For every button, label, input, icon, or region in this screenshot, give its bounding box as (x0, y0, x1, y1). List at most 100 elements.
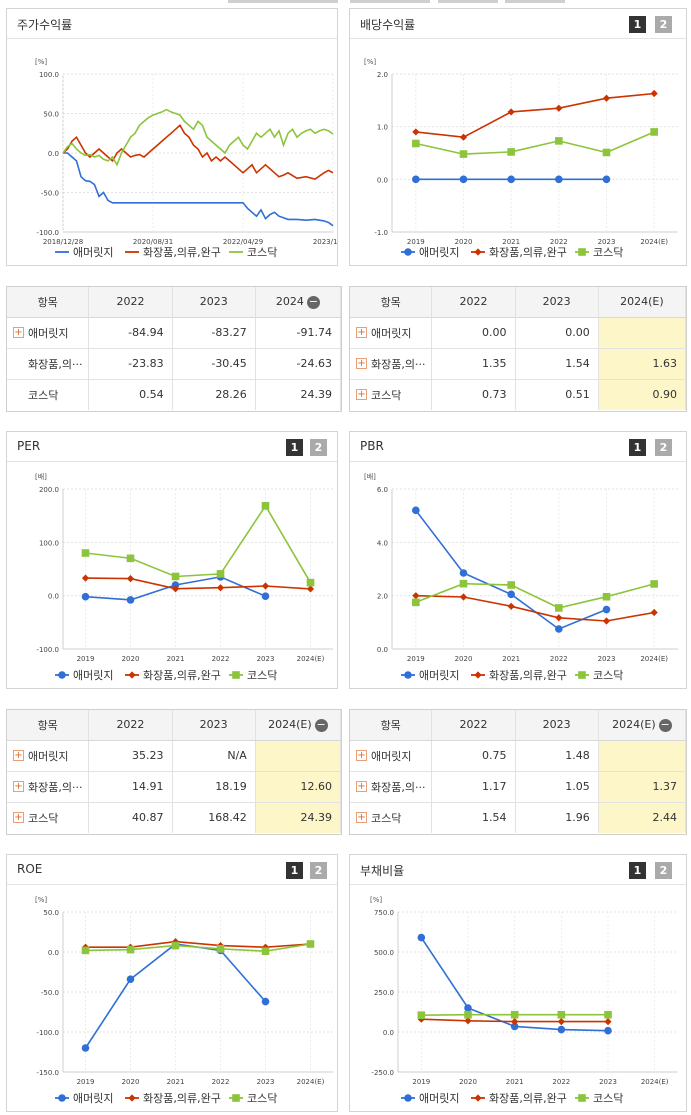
row-label: 화장품,의··· (28, 780, 83, 794)
x-tick-label: 2023 (257, 655, 275, 663)
collapse-icon[interactable]: − (306, 294, 320, 309)
row-name: + 애머릿지 (350, 740, 433, 772)
view-1-button[interactable]: 1 (286, 439, 303, 456)
chart-svg: [%]2.0 1.0 0.0 -1.0 2019 2020 2021 2022 2023 2024… (364, 58, 678, 259)
header-label: 2023 (199, 718, 228, 732)
legend-item-kosdaq: 코스닥 (575, 246, 623, 259)
data-point (510, 1010, 519, 1019)
legend-item-company: 애머릿지 (55, 1092, 113, 1105)
data-point (507, 581, 515, 589)
legend-label: 코스닥 (593, 669, 623, 682)
y-tick-label: -250.0 (371, 1069, 394, 1077)
legend-label: 애머릿지 (419, 669, 459, 682)
legend-item-kosdaq: 코스닥 (229, 246, 277, 259)
data-point (511, 1018, 519, 1026)
data-point (412, 175, 420, 184)
header-label: 항목 (37, 295, 58, 309)
expand-icon[interactable]: + (356, 327, 367, 338)
view-2-button[interactable]: 2 (655, 439, 672, 456)
debt-ratio-panel: 부채비율 1 2 [%] 750.0 500.0 250.0 0.0 -250.0 2019… (349, 854, 687, 1112)
expand-icon[interactable]: + (13, 750, 24, 761)
row-name: 코스닥 (7, 379, 90, 410)
table-row: + 화장품,의··· 1.17 1.05 1.37 (350, 771, 687, 803)
view-2-button[interactable]: 2 (310, 862, 327, 879)
view-1-button[interactable]: 1 (629, 16, 646, 33)
data-point (126, 596, 135, 604)
panel-header: ROE 1 2 (7, 855, 337, 885)
header-item: 항목 (350, 710, 433, 741)
legend-item-industry: 화장품,의류,완구 (471, 669, 567, 682)
legend-label: 화장품,의류,완구 (489, 669, 567, 682)
data-point (464, 1004, 472, 1012)
row-label: 애머릿지 (371, 749, 412, 763)
data-point (507, 590, 515, 599)
expand-icon[interactable]: + (356, 781, 367, 792)
x-tick-label: 2022/04/29 (223, 238, 263, 246)
data-point (507, 108, 515, 116)
data-point (261, 582, 270, 590)
dividend-yield-panel: 배당수익률 1 2 [%] 2.0 1.0 0.0 -1.0 2019 2020 2021 20… (349, 8, 687, 266)
data-point (412, 128, 420, 136)
panel-header: PBR 1 2 (350, 432, 686, 462)
top-strip (0, 0, 691, 6)
y-tick-label: 0.0 (377, 176, 388, 184)
expand-icon[interactable]: + (13, 781, 24, 792)
header-year: 2022 (431, 287, 516, 318)
pbr-table: 항목 2022 2023 2024(E) − + 애머릿지 0.75 1.48 + 화장품,의···… (349, 709, 687, 835)
data-point (459, 133, 468, 141)
panel-header: 부채비율 1 2 (350, 855, 686, 885)
legend-item-industry: 화장품,의류,완구 (471, 246, 567, 259)
collapse-icon[interactable]: − (658, 717, 672, 732)
data-point (459, 150, 468, 158)
row-label: 화장품,의··· (371, 357, 426, 371)
table-cell: 1.96 (515, 802, 599, 833)
y-tick-label: 1.0 (377, 124, 388, 132)
row-label: 애머릿지 (28, 749, 69, 763)
data-point (555, 625, 563, 633)
data-point (232, 1094, 240, 1102)
expand-icon[interactable]: + (356, 812, 367, 824)
view-1-button[interactable]: 1 (629, 862, 646, 879)
data-point (412, 506, 420, 515)
x-tick-label: 2021 (502, 238, 520, 246)
data-point (417, 933, 426, 942)
header-year: 2024(E) − (598, 710, 687, 741)
legend-label: 코스닥 (247, 246, 277, 259)
x-tick-label: 2021 (506, 1078, 524, 1086)
table-cell: 35.23 (88, 740, 173, 772)
table-row: 화장품,의··· -23.83 -30.45 -24.63 (7, 348, 342, 380)
legend-label: 애머릿지 (73, 1092, 113, 1105)
header-label: 2024(E) (612, 718, 656, 731)
expand-icon[interactable]: + (13, 812, 24, 824)
expand-icon[interactable]: + (356, 389, 367, 401)
view-1-button[interactable]: 1 (629, 439, 646, 456)
view-2-button[interactable]: 2 (310, 439, 327, 456)
header-year: 2022 (88, 287, 173, 318)
data-point (459, 593, 468, 601)
table-cell: -23.83 (88, 348, 173, 380)
data-point (417, 1011, 426, 1019)
view-1-button[interactable]: 1 (286, 862, 303, 879)
legend-label: 코스닥 (593, 1092, 623, 1105)
table-cell: -91.74 (255, 317, 342, 349)
unit-label: [%] (35, 58, 47, 66)
expand-icon[interactable]: + (356, 358, 367, 369)
header-label: 2023 (542, 295, 571, 309)
data-point (555, 604, 563, 612)
legend-item-company: 애머릿지 (401, 1092, 459, 1105)
view-2-button[interactable]: 2 (655, 16, 672, 33)
expand-icon[interactable]: + (356, 750, 367, 761)
table-cell: 1.37 (598, 771, 687, 803)
expand-icon[interactable]: + (13, 327, 24, 338)
table-cell: 2.44 (598, 802, 687, 833)
collapse-icon[interactable]: − (314, 717, 328, 732)
y-tick-label: 0.0 (383, 1029, 394, 1037)
table-cell: -30.45 (172, 348, 256, 380)
view-2-button[interactable]: 2 (655, 862, 672, 879)
x-tick-label: 2020 (122, 655, 140, 663)
data-point (650, 89, 658, 98)
x-tick-label: 2021 (502, 655, 520, 663)
panel-header: 주가수익률 (7, 9, 337, 39)
series-line-industry (415, 92, 655, 139)
